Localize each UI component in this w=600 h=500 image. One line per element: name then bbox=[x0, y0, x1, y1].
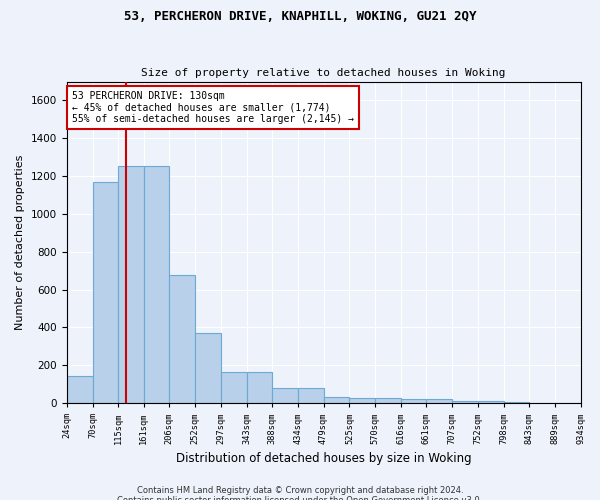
Bar bbox=[349, 398, 375, 403]
Text: 53 PERCHERON DRIVE: 130sqm
← 45% of detached houses are smaller (1,774)
55% of s: 53 PERCHERON DRIVE: 130sqm ← 45% of deta… bbox=[71, 91, 353, 124]
Bar bbox=[92, 182, 118, 403]
Bar bbox=[221, 372, 247, 403]
Y-axis label: Number of detached properties: Number of detached properties bbox=[15, 154, 25, 330]
Title: Size of property relative to detached houses in Woking: Size of property relative to detached ho… bbox=[141, 68, 506, 78]
Bar bbox=[375, 398, 401, 403]
Bar bbox=[478, 401, 503, 403]
X-axis label: Distribution of detached houses by size in Woking: Distribution of detached houses by size … bbox=[176, 452, 472, 465]
Bar bbox=[503, 402, 529, 403]
Bar bbox=[118, 166, 144, 403]
Bar bbox=[272, 388, 298, 403]
Text: 53, PERCHERON DRIVE, KNAPHILL, WOKING, GU21 2QY: 53, PERCHERON DRIVE, KNAPHILL, WOKING, G… bbox=[124, 10, 476, 23]
Bar bbox=[401, 400, 427, 403]
Bar bbox=[323, 396, 349, 403]
Bar bbox=[67, 376, 92, 403]
Bar bbox=[196, 333, 221, 403]
Text: Contains public sector information licensed under the Open Government Licence v3: Contains public sector information licen… bbox=[118, 496, 482, 500]
Bar bbox=[144, 166, 169, 403]
Bar bbox=[298, 388, 323, 403]
Text: Contains HM Land Registry data © Crown copyright and database right 2024.: Contains HM Land Registry data © Crown c… bbox=[137, 486, 463, 495]
Bar bbox=[452, 401, 478, 403]
Bar bbox=[427, 400, 452, 403]
Bar bbox=[169, 274, 196, 403]
Bar bbox=[247, 372, 272, 403]
